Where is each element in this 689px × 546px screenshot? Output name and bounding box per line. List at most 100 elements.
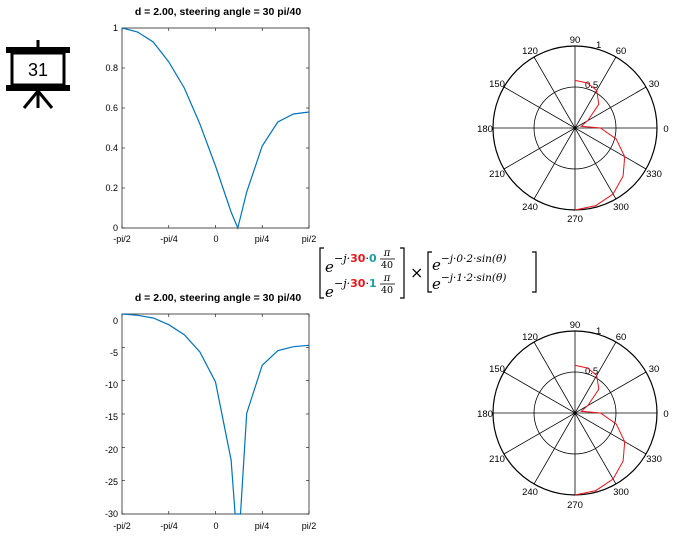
steering-value: 30 bbox=[350, 252, 366, 265]
tick-marks bbox=[121, 313, 310, 515]
angle-label: 120 bbox=[522, 332, 538, 343]
y-tick-label: 1 bbox=[113, 23, 118, 33]
angle-label: 0 bbox=[663, 409, 668, 420]
exp-base: e bbox=[432, 275, 441, 293]
x-tick-label: 0 bbox=[213, 234, 218, 244]
presentation-board-icon bbox=[6, 40, 70, 109]
exp-text: −j·1·2·sin(θ) bbox=[441, 272, 506, 284]
frac-numerator: π bbox=[383, 248, 391, 259]
angle-labels: 90 60 30 0 330 300 270 240 210 180 150 1… bbox=[477, 35, 669, 225]
y-tick-label: -10 bbox=[105, 380, 118, 390]
dot: · bbox=[365, 252, 369, 265]
polar-grid bbox=[492, 330, 658, 496]
radial-label: 1 bbox=[596, 326, 601, 337]
angle-label: 210 bbox=[489, 454, 505, 465]
y-tick-label: 0.8 bbox=[105, 63, 118, 73]
angle-label: 330 bbox=[646, 169, 662, 180]
angle-label: 270 bbox=[567, 500, 583, 511]
polar-plot-bottom: 90 60 30 0 330 300 270 240 210 180 150 1… bbox=[477, 320, 669, 511]
angle-label: 90 bbox=[570, 35, 581, 46]
angle-label: 90 bbox=[570, 320, 581, 331]
x-tick-label: pi/4 bbox=[255, 234, 270, 244]
angle-label: 330 bbox=[646, 454, 662, 465]
tick-marks bbox=[121, 27, 310, 229]
angle-label: 210 bbox=[489, 169, 505, 180]
angle-label: 180 bbox=[477, 409, 493, 420]
angle-label: 300 bbox=[613, 487, 629, 498]
frac-numerator: π bbox=[383, 273, 391, 284]
angle-label: 270 bbox=[567, 214, 583, 225]
angle-label: 30 bbox=[649, 364, 660, 375]
y-tick-labels: 0 -5 -10 -15 -20 -25 -30 bbox=[105, 316, 118, 519]
angle-label: 120 bbox=[522, 46, 538, 57]
exp-text: −j·0·2·sin(θ) bbox=[441, 253, 506, 265]
polar-spoke bbox=[503, 371, 647, 455]
x-tick-label: -pi/2 bbox=[113, 521, 131, 531]
y-tick-label: -25 bbox=[105, 477, 118, 487]
steering-value: 30 bbox=[350, 277, 366, 290]
exp-base: e bbox=[325, 258, 334, 276]
left-bracket bbox=[427, 251, 432, 293]
y-tick-label: -30 bbox=[105, 509, 118, 519]
angle-label: 60 bbox=[616, 46, 627, 57]
linear-plot-top: d = 2.00, steering angle = 30 pi/40 1 0.… bbox=[105, 6, 316, 244]
beam-pattern-db-line bbox=[121, 313, 310, 515]
angle-label: 150 bbox=[489, 79, 505, 90]
angle-label: 300 bbox=[613, 202, 629, 213]
y-tick-label: -20 bbox=[105, 445, 118, 455]
angle-label: 240 bbox=[522, 487, 538, 498]
y-tick-label: 0 bbox=[113, 223, 118, 233]
radial-label: 1 bbox=[596, 40, 601, 51]
polar-beam-line bbox=[574, 364, 626, 496]
y-tick-labels: 1 0.8 0.6 0.4 0.2 0 bbox=[105, 23, 118, 233]
frac-denominator: 40 bbox=[381, 260, 393, 271]
plot-frame bbox=[121, 27, 310, 229]
x-tick-label: pi/4 bbox=[255, 521, 270, 531]
polar-grid bbox=[492, 45, 658, 211]
y-tick-label: -15 bbox=[105, 412, 118, 422]
polar-plot-top: 90 60 30 0 330 300 270 240 210 180 150 1… bbox=[477, 35, 669, 225]
dot: · bbox=[365, 277, 369, 290]
y-tick-label: 0.6 bbox=[105, 103, 118, 113]
element-index: 0 bbox=[369, 252, 377, 265]
radial-label: 0.5 bbox=[585, 80, 598, 91]
y-tick-label: -5 bbox=[110, 348, 118, 358]
slide-number: 31 bbox=[28, 60, 48, 80]
element-index: 1 bbox=[369, 277, 377, 290]
exponent-row1: −j·30·0 bbox=[334, 252, 377, 265]
x-tick-label: pi/2 bbox=[302, 234, 317, 244]
x-tick-label: -pi/4 bbox=[160, 521, 178, 531]
x-tick-label: -pi/4 bbox=[160, 234, 178, 244]
exp-prefix: −j· bbox=[334, 252, 350, 265]
polar-spoke bbox=[503, 86, 647, 170]
angle-label: 150 bbox=[489, 364, 505, 375]
x-tick-label: -pi/2 bbox=[113, 234, 131, 244]
times-operator: × bbox=[410, 263, 423, 282]
x-tick-labels: -pi/2 -pi/4 0 pi/4 pi/2 bbox=[113, 521, 316, 531]
angle-label: 0 bbox=[663, 124, 668, 135]
angle-label: 60 bbox=[616, 332, 627, 343]
right-bracket bbox=[400, 247, 405, 299]
plot-frame bbox=[121, 313, 310, 515]
y-tick-label: 0.4 bbox=[105, 143, 118, 153]
angle-labels: 90 60 30 0 330 300 270 240 210 180 150 1… bbox=[477, 320, 669, 511]
angle-label: 180 bbox=[477, 124, 493, 135]
exp-base: e bbox=[432, 256, 441, 274]
exponent-row2: −j·30·1 bbox=[334, 277, 377, 290]
left-bracket bbox=[319, 247, 324, 299]
steering-equation: e −j·30·0 π 40 e −j·30·1 π 40 × e −j·0·2… bbox=[319, 247, 537, 301]
polar-beam-line bbox=[574, 79, 626, 211]
plot-title: d = 2.00, steering angle = 30 pi/40 bbox=[135, 292, 301, 304]
exp-prefix: −j· bbox=[334, 277, 350, 290]
y-tick-label: 0 bbox=[113, 316, 118, 326]
linear-plot-bottom: d = 2.00, steering angle = 30 pi/40 0 -5… bbox=[105, 292, 316, 531]
x-tick-label: 0 bbox=[213, 521, 218, 531]
plot-title: d = 2.00, steering angle = 30 pi/40 bbox=[135, 6, 301, 18]
right-bracket bbox=[532, 251, 537, 293]
x-tick-label: pi/2 bbox=[302, 521, 317, 531]
exp-base: e bbox=[325, 283, 334, 301]
beam-pattern-line bbox=[121, 27, 310, 230]
angle-label: 240 bbox=[522, 202, 538, 213]
frac-denominator: 40 bbox=[381, 285, 393, 296]
